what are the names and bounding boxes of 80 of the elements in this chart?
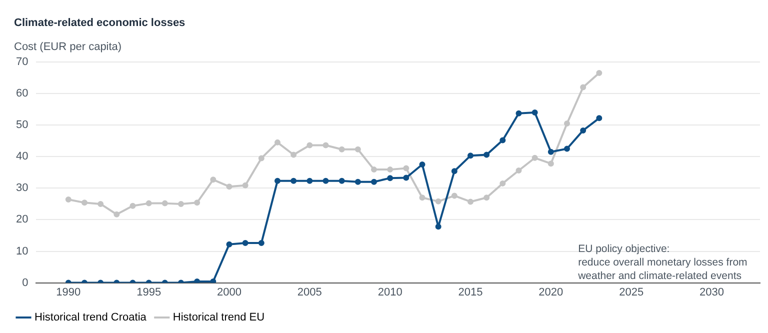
point <box>130 202 136 209</box>
point <box>322 142 329 148</box>
x-tick-label: 2005 <box>297 286 322 298</box>
point <box>242 182 248 188</box>
point <box>580 84 586 90</box>
y-tick-label: 10 <box>16 245 28 258</box>
point <box>290 152 297 158</box>
point <box>242 240 248 246</box>
point <box>532 109 538 116</box>
point <box>338 146 345 152</box>
point <box>114 211 120 218</box>
point <box>210 176 216 183</box>
point <box>258 155 264 162</box>
point <box>274 139 280 146</box>
point <box>564 120 570 127</box>
x-tick-label: 2000 <box>216 286 242 298</box>
point <box>548 160 554 167</box>
point <box>548 148 554 155</box>
point <box>306 142 313 148</box>
point <box>338 178 345 184</box>
point <box>387 175 394 182</box>
point <box>226 241 232 248</box>
point <box>564 146 570 152</box>
point <box>516 110 522 116</box>
y-tick-label: 30 <box>16 182 28 194</box>
point <box>419 194 426 201</box>
point <box>451 192 458 199</box>
point <box>532 154 538 161</box>
x-tick-label: 2025 <box>619 286 644 298</box>
point <box>81 200 88 206</box>
y-tick-label: 20 <box>16 214 28 226</box>
point <box>500 137 506 144</box>
point <box>322 178 329 184</box>
point <box>419 162 426 168</box>
point <box>65 196 72 203</box>
point <box>354 146 361 152</box>
y-tick-label: 60 <box>16 88 28 100</box>
y-tick-label: 50 <box>16 119 28 132</box>
point <box>580 127 586 134</box>
annotation: EU policy objective: reduce overall monetary losses from weather and climate-related events <box>577 242 748 282</box>
x-tick-label: 2030 <box>700 286 724 298</box>
point <box>403 174 410 181</box>
x-tick-label: 1995 <box>136 286 162 298</box>
point <box>467 152 474 159</box>
point <box>467 198 474 205</box>
point <box>387 166 394 173</box>
legend-label: Historical trend Croatia <box>34 312 148 324</box>
point <box>274 178 280 184</box>
point <box>451 168 458 174</box>
point <box>370 178 377 185</box>
point <box>370 166 377 173</box>
point <box>306 178 313 184</box>
point <box>516 168 522 174</box>
chart-title: Climate-related economic losses <box>14 17 186 29</box>
point <box>290 178 297 184</box>
y-tick-label: 0 <box>22 276 28 289</box>
point <box>98 200 104 207</box>
point <box>162 200 168 206</box>
y-tick-label: 70 <box>16 56 28 68</box>
y-tick-label: 40 <box>16 150 28 163</box>
point <box>500 180 506 186</box>
point <box>435 224 442 230</box>
y-axis-title: Cost (EUR per capita) <box>14 41 122 53</box>
point <box>484 152 490 158</box>
point <box>194 200 200 206</box>
point <box>484 194 490 201</box>
point <box>226 184 232 190</box>
x-tick-label: 2010 <box>378 286 402 298</box>
point <box>354 178 361 185</box>
x-tick-label: 2015 <box>458 286 483 298</box>
point <box>146 200 152 206</box>
point <box>435 198 442 204</box>
point <box>178 200 184 207</box>
legend-label: Historical trend EU <box>172 312 265 324</box>
point <box>258 240 264 246</box>
x-tick-label: 2020 <box>538 286 564 298</box>
point <box>596 70 602 76</box>
x-tick-label: 1990 <box>56 286 81 298</box>
point <box>403 165 410 172</box>
point <box>596 115 602 122</box>
